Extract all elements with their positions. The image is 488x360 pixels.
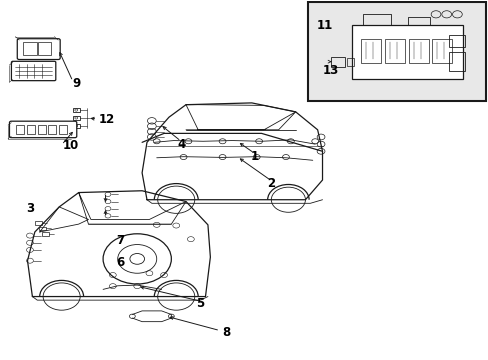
Bar bbox=[59, 125, 67, 134]
Bar bbox=[307, 3, 485, 101]
FancyBboxPatch shape bbox=[9, 121, 77, 138]
Bar bbox=[330, 57, 345, 67]
Text: 12: 12 bbox=[98, 113, 114, 126]
Text: 7: 7 bbox=[116, 234, 124, 247]
Bar bbox=[448, 35, 464, 47]
Bar bbox=[38, 125, 45, 134]
Bar bbox=[38, 42, 51, 55]
Bar bbox=[35, 221, 41, 225]
Bar bbox=[408, 39, 427, 63]
Bar bbox=[23, 42, 37, 55]
FancyBboxPatch shape bbox=[17, 39, 60, 59]
Bar bbox=[346, 58, 353, 66]
Bar bbox=[16, 125, 24, 134]
Text: 11: 11 bbox=[316, 19, 332, 32]
Bar bbox=[48, 125, 56, 134]
Bar bbox=[361, 39, 380, 63]
Text: 4: 4 bbox=[177, 138, 185, 150]
Circle shape bbox=[103, 234, 171, 284]
Bar bbox=[431, 39, 451, 63]
Bar bbox=[384, 39, 404, 63]
Bar bbox=[73, 116, 80, 120]
Text: 8: 8 bbox=[222, 326, 230, 339]
Text: 3: 3 bbox=[26, 202, 34, 215]
Text: 9: 9 bbox=[73, 77, 81, 90]
Bar bbox=[448, 52, 464, 71]
Text: 10: 10 bbox=[63, 139, 79, 152]
Bar bbox=[73, 108, 80, 112]
Text: 2: 2 bbox=[267, 177, 275, 190]
Bar bbox=[27, 125, 35, 134]
Bar bbox=[42, 232, 49, 235]
Bar bbox=[352, 25, 462, 80]
Text: 5: 5 bbox=[196, 297, 204, 310]
Text: 1: 1 bbox=[250, 150, 258, 163]
Bar bbox=[73, 124, 80, 128]
Bar bbox=[39, 226, 45, 230]
FancyBboxPatch shape bbox=[11, 61, 56, 81]
Text: 13: 13 bbox=[322, 64, 338, 77]
Text: 6: 6 bbox=[116, 256, 124, 269]
